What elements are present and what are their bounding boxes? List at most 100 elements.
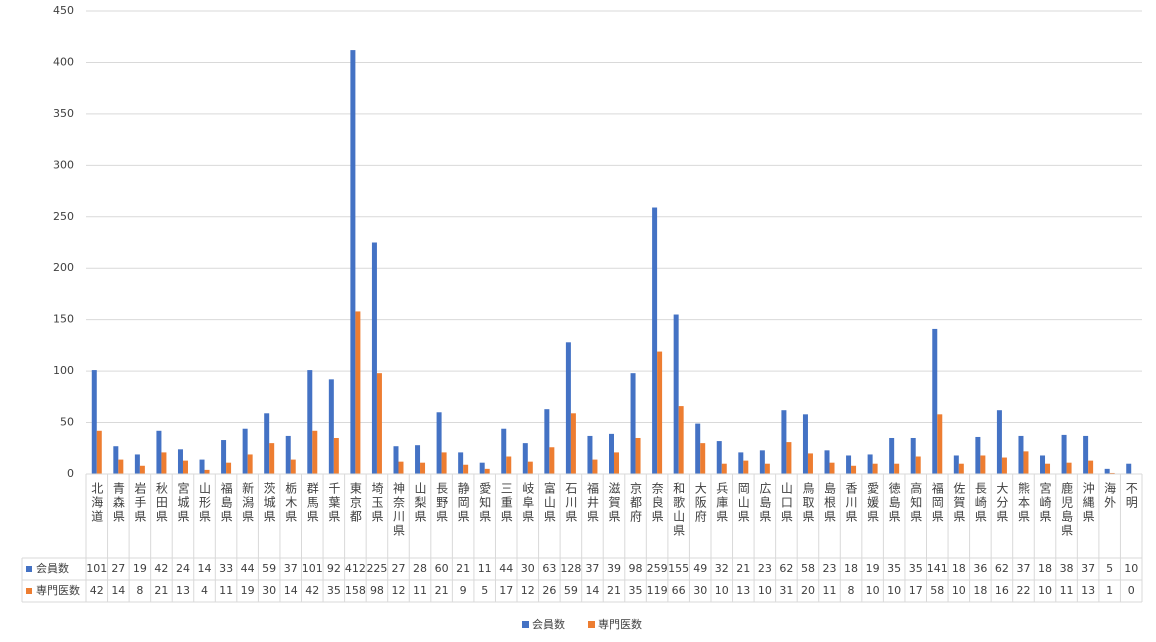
bar (91, 370, 97, 474)
legend-label: 会員数 (532, 618, 565, 631)
bar (501, 428, 507, 474)
bar (312, 430, 318, 474)
table-value: 21 (456, 562, 470, 575)
bar (544, 409, 550, 474)
bar (479, 462, 485, 474)
bar (204, 469, 210, 474)
bar (242, 428, 248, 474)
table-value: 92 (327, 562, 341, 575)
table-value: 5 (1106, 562, 1113, 575)
category-label: 海外 (1103, 481, 1117, 510)
category-label: 長崎県 (973, 482, 987, 524)
category-label: 京都府 (629, 482, 643, 524)
bar (738, 452, 744, 474)
table-value: 62 (995, 562, 1009, 575)
bar (1109, 472, 1115, 474)
table-value: 128 (560, 562, 581, 575)
table-value: 11 (823, 584, 837, 597)
bar (1018, 435, 1024, 474)
bar (420, 462, 426, 474)
bar (695, 423, 701, 474)
bar (182, 460, 188, 474)
category-label: 愛媛県 (866, 482, 880, 524)
bar (807, 453, 813, 474)
table-series-label: 専門医数 (36, 584, 80, 597)
category-label: 鳥取県 (801, 481, 815, 524)
category-label: 秋田県 (154, 482, 168, 524)
table-value: 12 (391, 584, 405, 597)
category-label: 千葉県 (327, 482, 341, 524)
category-label: 群馬県 (305, 482, 319, 524)
bar (1083, 435, 1089, 474)
bar (376, 373, 382, 474)
category-label: 富山県 (542, 481, 556, 524)
table-value: 14 (198, 562, 212, 575)
table-value: 27 (391, 562, 405, 575)
bar (635, 437, 641, 474)
category-label: 島根県 (823, 481, 837, 524)
table-value: 38 (1060, 562, 1074, 575)
bar (118, 459, 124, 474)
bar (269, 443, 275, 474)
table-value: 17 (909, 584, 923, 597)
bar (113, 446, 119, 474)
bar (872, 463, 878, 474)
bar (937, 414, 943, 474)
table-value: 155 (668, 562, 689, 575)
table-value: 37 (585, 562, 599, 575)
category-label: 愛知県 (478, 482, 492, 524)
bar (1040, 455, 1046, 474)
table-value: 259 (647, 562, 668, 575)
bar (592, 459, 598, 474)
y-tick-label: 250 (53, 210, 74, 223)
bar (743, 460, 749, 474)
bar (393, 446, 399, 474)
category-label: 滋賀県 (607, 482, 621, 524)
bar (614, 452, 619, 474)
table-value: 62 (779, 562, 793, 575)
category-label: 北海道 (90, 482, 104, 524)
bar (549, 447, 555, 474)
bar (700, 443, 706, 474)
bar (199, 459, 205, 474)
table-value: 18 (844, 562, 858, 575)
table-value: 10 (1038, 584, 1052, 597)
category-label: 大阪府 (693, 482, 707, 524)
category-label: 石川県 (564, 482, 578, 524)
bar (996, 410, 1002, 474)
y-tick-label: 450 (53, 4, 74, 17)
table-value: 27 (111, 562, 125, 575)
bar (1066, 462, 1072, 474)
category-label: 熊本県 (1016, 481, 1030, 524)
table-value: 225 (366, 562, 387, 575)
table-value: 37 (1016, 562, 1030, 575)
category-label: 山口県 (779, 482, 793, 524)
bar (609, 433, 614, 474)
table-legend-key (26, 588, 32, 594)
bar (458, 452, 464, 474)
table-value: 36 (973, 562, 987, 575)
bar (285, 435, 291, 474)
category-label: 静岡県 (456, 482, 470, 524)
bar (846, 455, 852, 474)
category-label: 高知県 (909, 481, 923, 524)
bar (652, 207, 658, 475)
table-value: 11 (1060, 584, 1074, 597)
table-value: 44 (241, 562, 255, 575)
category-label: 山梨県 (413, 482, 427, 524)
bar (355, 311, 361, 474)
bar (333, 437, 339, 474)
category-label: 和歌山県 (672, 482, 686, 538)
bar (894, 463, 900, 474)
category-label: 徳島県 (887, 481, 901, 524)
table-value: 32 (715, 562, 729, 575)
table-series-label: 会員数 (36, 562, 69, 575)
category-label: 埼玉県 (370, 482, 384, 524)
bar (889, 437, 895, 474)
legend-label: 専門医数 (598, 618, 642, 631)
table-value: 10 (758, 584, 772, 597)
y-tick-label: 50 (60, 416, 74, 429)
y-tick-label: 400 (53, 55, 74, 68)
table-value: 20 (801, 584, 815, 597)
